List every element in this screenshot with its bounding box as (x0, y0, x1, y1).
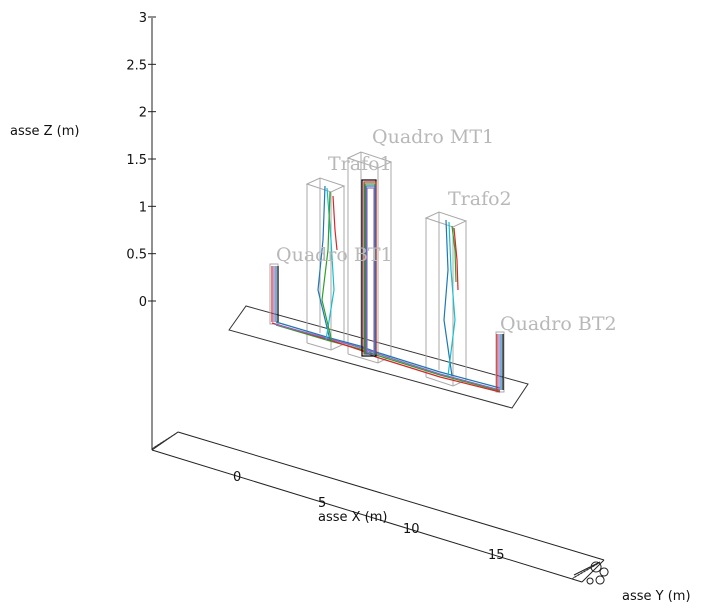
box-trafo2 (424, 211, 468, 387)
cable-trafo2 (443, 219, 459, 377)
x-tick-label: 0 (233, 470, 241, 485)
component-boxes (269, 151, 505, 393)
x-axis-label: asse X (m) (318, 510, 388, 525)
x-axis-hatch-mark (586, 566, 592, 571)
floor-slab (228, 305, 529, 409)
cable-quadro-mt1 (361, 179, 377, 357)
x-tick-label: 15 (488, 548, 505, 563)
x-axis-hatch-mark (574, 573, 580, 578)
label-quadro-bt2: Quadro BT2 (500, 313, 617, 335)
x-axis-hatch-mark (583, 568, 589, 573)
x-axis-hatch (151, 431, 601, 580)
z-tick-label: 1.5 (126, 153, 147, 168)
component-labels: Quadro MT1 Trafo1 Trafo2 Quadro BT1 Quad… (276, 126, 617, 335)
z-tick-label: 2.5 (126, 58, 147, 73)
x-tick-label: 5 (318, 496, 326, 511)
z-axis-label: asse Z (m) (10, 124, 80, 139)
z-ticks: 3 2.5 2 1.5 1 0.5 0 (126, 11, 156, 310)
x-tick-label: 10 (403, 522, 420, 537)
x-axis-line-upper (177, 431, 605, 561)
z-tick-label: 3 (139, 11, 147, 26)
cable-trafo1 (317, 185, 338, 343)
y-axis-label: asse Y (m) (622, 589, 691, 604)
x-axis-hatch-mark (577, 572, 583, 576)
x-ticks: 0 5 10 15 (233, 470, 505, 563)
z-tick-label: 0.5 (126, 248, 147, 263)
x-axis-hatch-mark (173, 431, 179, 436)
z-tick-label: 0 (139, 295, 147, 310)
x-axis-hatch-mark (571, 575, 577, 580)
box-trafo1 (305, 177, 346, 351)
y-axis-tick-cluster (573, 561, 609, 585)
z-tick-label: 1 (139, 200, 147, 215)
label-quadro-bt1: Quadro BT1 (276, 244, 393, 266)
z-tick-label: 2 (139, 106, 147, 121)
label-trafo2: Trafo2 (448, 188, 512, 210)
label-quadro-mt1: Quadro MT1 (372, 126, 494, 148)
x-axis-line-lower (151, 449, 583, 583)
label-trafo1: Trafo1 (328, 153, 392, 175)
conductors (271, 179, 504, 393)
box-quadro-mt1 (346, 151, 393, 364)
cable-quadro-bt2 (496, 334, 504, 390)
cable-quadro-bt1 (271, 266, 279, 322)
x-axis-hatch-mark (580, 570, 586, 575)
